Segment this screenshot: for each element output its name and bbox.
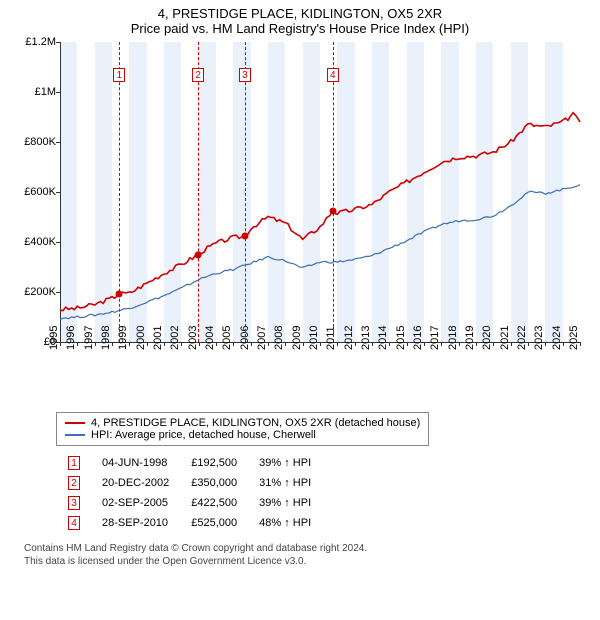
- chart-legend: 4, PRESTIDGE PLACE, KIDLINGTON, OX5 2XR …: [56, 412, 429, 446]
- footnote-line2: This data is licensed under the Open Gov…: [24, 556, 306, 567]
- sale-price: £422,500: [181, 494, 247, 512]
- table-row: 3 02-SEP-2005£422,50039% ↑ HPI: [58, 494, 321, 512]
- legend-item: 4, PRESTIDGE PLACE, KIDLINGTON, OX5 2XR …: [65, 417, 420, 429]
- arrow-up-icon: ↑: [284, 517, 290, 529]
- arrow-up-icon: ↑: [284, 457, 290, 469]
- sales-table: 104-JUN-1998£192,50039% ↑ HPI220-DEC-200…: [56, 452, 323, 534]
- sale-date: 28-SEP-2010: [92, 514, 179, 532]
- sale-index-badge: 3: [68, 496, 80, 510]
- sale-date: 02-SEP-2005: [92, 494, 179, 512]
- chart-lines: [20, 42, 580, 342]
- sale-price: £350,000: [181, 474, 247, 492]
- price-chart: £0£200K£400K£600K£800K£1M£1.2M1995199619…: [20, 42, 580, 372]
- chart-title-line2: Price paid vs. HM Land Registry's House …: [10, 21, 590, 36]
- legend-swatch: [65, 434, 85, 436]
- sale-index-badge: 1: [68, 456, 80, 470]
- table-row: 4 28-SEP-2010£525,00048% ↑ HPI: [58, 514, 321, 532]
- sale-pct: 31% ↑ HPI: [249, 474, 321, 492]
- footnote: Contains HM Land Registry data © Crown c…: [24, 542, 590, 568]
- sale-pct: 48% ↑ HPI: [249, 514, 321, 532]
- sale-pct: 39% ↑ HPI: [249, 454, 321, 472]
- sale-price: £525,000: [181, 514, 247, 532]
- arrow-up-icon: ↑: [284, 497, 290, 509]
- sale-index-badge: 2: [68, 476, 80, 490]
- sale-price: £192,500: [181, 454, 247, 472]
- legend-label: 4, PRESTIDGE PLACE, KIDLINGTON, OX5 2XR …: [91, 417, 420, 429]
- sale-date: 20-DEC-2002: [92, 474, 179, 492]
- table-row: 2 20-DEC-2002£350,00031% ↑ HPI: [58, 474, 321, 492]
- sale-pct: 39% ↑ HPI: [249, 494, 321, 512]
- chart-title-line1: 4, PRESTIDGE PLACE, KIDLINGTON, OX5 2XR: [10, 6, 590, 21]
- footnote-line1: Contains HM Land Registry data © Crown c…: [24, 543, 367, 554]
- arrow-up-icon: ↑: [284, 477, 290, 489]
- sale-index-badge: 4: [68, 516, 80, 530]
- legend-swatch: [65, 422, 85, 424]
- table-row: 1 04-JUN-1998£192,50039% ↑ HPI: [58, 454, 321, 472]
- legend-item: HPI: Average price, detached house, Cher…: [65, 429, 420, 441]
- sale-date: 04-JUN-1998: [92, 454, 179, 472]
- legend-label: HPI: Average price, detached house, Cher…: [91, 429, 316, 441]
- series-hpi: [60, 185, 580, 320]
